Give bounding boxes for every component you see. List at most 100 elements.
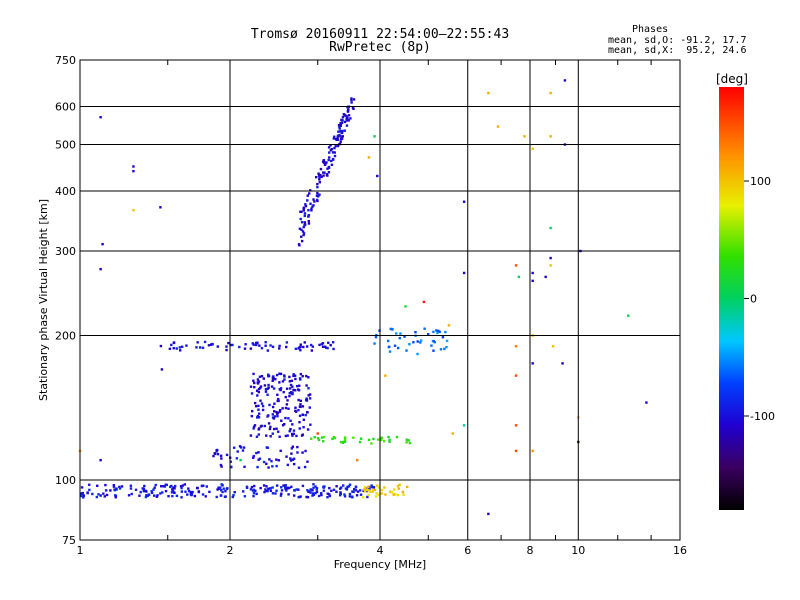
data-point bbox=[336, 144, 340, 148]
data-point bbox=[312, 486, 315, 490]
data-point bbox=[262, 484, 266, 487]
data-point bbox=[280, 492, 283, 495]
data-point bbox=[549, 91, 552, 95]
data-point bbox=[213, 452, 216, 455]
data-point bbox=[145, 494, 148, 497]
data-point bbox=[314, 491, 317, 495]
data-point bbox=[105, 493, 109, 497]
data-point bbox=[265, 462, 268, 466]
data-point bbox=[282, 484, 285, 487]
data-point bbox=[627, 314, 630, 317]
data-point bbox=[285, 455, 288, 458]
data-point bbox=[432, 339, 435, 343]
data-point bbox=[260, 346, 264, 350]
data-point bbox=[164, 483, 167, 486]
data-point bbox=[278, 381, 281, 384]
data-point bbox=[445, 339, 449, 343]
data-point bbox=[330, 489, 333, 492]
data-point bbox=[223, 495, 227, 499]
data-point bbox=[514, 374, 518, 377]
data-point bbox=[155, 495, 159, 498]
data-point bbox=[112, 484, 116, 487]
data-point bbox=[184, 490, 187, 493]
data-point bbox=[256, 394, 259, 397]
data-point bbox=[219, 486, 222, 489]
data-point bbox=[132, 165, 135, 168]
data-point bbox=[272, 375, 275, 378]
data-point bbox=[382, 439, 386, 443]
data-point bbox=[285, 387, 289, 390]
data-point bbox=[322, 161, 326, 164]
data-point bbox=[243, 347, 247, 350]
data-point bbox=[99, 267, 102, 271]
data-point bbox=[104, 483, 107, 487]
data-point bbox=[353, 488, 356, 491]
data-point bbox=[215, 495, 218, 499]
x-axis-label: Frequency [MHz] bbox=[334, 558, 426, 571]
y-axis: 75 100 200 300 400 500 600 750 bbox=[55, 54, 76, 547]
data-point bbox=[284, 485, 287, 488]
data-point bbox=[339, 135, 342, 138]
data-point bbox=[318, 178, 321, 181]
data-point bbox=[252, 427, 255, 430]
data-point bbox=[287, 407, 290, 410]
data-point bbox=[332, 488, 336, 491]
data-point bbox=[99, 458, 102, 462]
data-point bbox=[549, 226, 552, 230]
data-point bbox=[352, 98, 356, 101]
data-point bbox=[252, 379, 255, 382]
data-point bbox=[398, 483, 401, 486]
data-point bbox=[307, 215, 310, 218]
data-point bbox=[201, 493, 205, 496]
data-point bbox=[229, 343, 232, 347]
data-point bbox=[255, 416, 259, 419]
data-point bbox=[317, 195, 320, 198]
data-point bbox=[150, 490, 153, 493]
data-point bbox=[303, 214, 306, 218]
data-point bbox=[302, 233, 305, 237]
data-point bbox=[231, 495, 234, 499]
data-point bbox=[297, 488, 300, 491]
data-point bbox=[304, 204, 308, 208]
data-point bbox=[292, 462, 296, 466]
data-point bbox=[254, 341, 258, 345]
data-point bbox=[367, 156, 371, 159]
data-point bbox=[366, 495, 369, 499]
data-point bbox=[82, 496, 85, 499]
data-point bbox=[298, 421, 301, 424]
data-point bbox=[423, 327, 426, 330]
data-point bbox=[232, 493, 235, 497]
data-point bbox=[345, 124, 349, 127]
data-point bbox=[405, 485, 409, 489]
data-point bbox=[292, 373, 295, 376]
data-point bbox=[271, 379, 274, 383]
data-point bbox=[267, 422, 271, 425]
data-point bbox=[219, 454, 223, 457]
data-point bbox=[388, 350, 392, 353]
data-point bbox=[173, 491, 176, 495]
data-point bbox=[300, 239, 304, 243]
data-point bbox=[327, 341, 330, 344]
data-point bbox=[185, 344, 188, 347]
data-point bbox=[379, 437, 383, 440]
data-point bbox=[306, 199, 309, 202]
data-point bbox=[255, 492, 258, 496]
data-point bbox=[142, 487, 146, 491]
data-point bbox=[198, 346, 202, 349]
data-point bbox=[257, 451, 260, 454]
data-point bbox=[330, 159, 333, 163]
data-point bbox=[257, 458, 260, 461]
data-point bbox=[314, 485, 317, 488]
data-point bbox=[549, 256, 552, 260]
data-point bbox=[307, 222, 311, 225]
data-point bbox=[272, 417, 276, 420]
data-point bbox=[435, 329, 438, 332]
data-point bbox=[284, 395, 287, 399]
data-point bbox=[367, 493, 370, 497]
data-point bbox=[380, 488, 384, 492]
data-point bbox=[298, 414, 302, 417]
data-point bbox=[225, 348, 228, 352]
data-point bbox=[195, 346, 198, 349]
data-point bbox=[241, 449, 245, 452]
data-point bbox=[275, 489, 278, 492]
